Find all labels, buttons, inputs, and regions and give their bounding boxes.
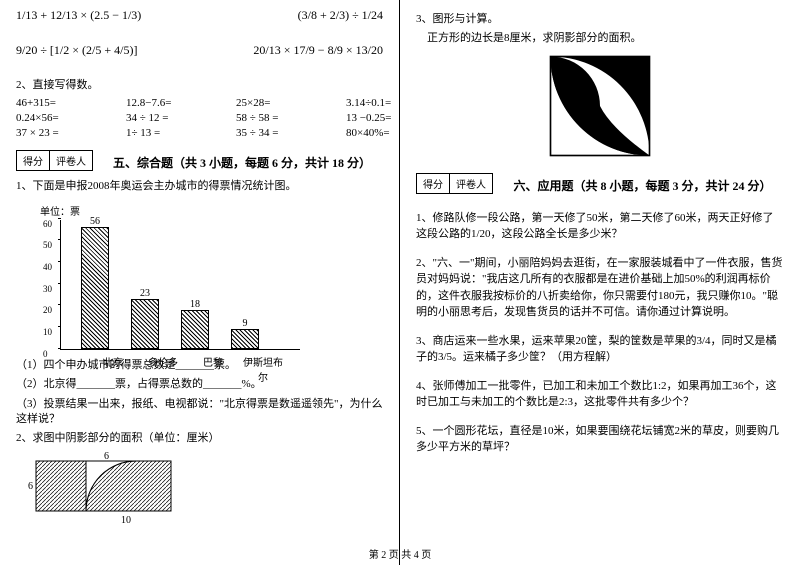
vote-chart: 单位：票 010203040506056北京23多伦多18巴黎9伊斯坦布尔 [36,199,296,354]
score-label-r: 得分 [417,174,450,193]
shape2-label-left: 6 [28,481,33,492]
mental-calc-grid: 46+315=12.8−7.6=25×28=3.14÷0.1=0.24×56=3… [16,97,383,139]
shape2-label-top: 6 [104,451,109,462]
formula-2: (3/8 + 2/3) ÷ 1/24 [298,8,383,23]
score-box: 得分 评卷人 [16,150,93,171]
mental-item: 25×28= [236,97,316,109]
reviewer-label: 评卷人 [50,151,92,170]
mental-item: 0.24×56= [16,112,96,124]
mental-item: 46+315= [16,97,96,109]
chart-xlabel: 多伦多 [143,354,183,369]
q1-sub3: （3）投票结果一出来，报纸、电视都说："北京得票是数遥遥领先"，为什么这样说？ [16,397,383,428]
formula-1: 1/13 + 12/13 × (2.5 − 1/3) [16,8,141,23]
mental-item: 58 ÷ 58 = [236,112,316,124]
chart-bar: 23 [131,299,159,349]
q2-text: 2、求图中阴影部分的面积（单位：厘米） [16,431,383,446]
shape-fig-3 [545,51,655,161]
page-footer: 第 2 页 共 4 页 [369,546,432,561]
chart-bar: 56 [81,227,109,348]
mental-item: 35 ÷ 34 = [236,127,316,139]
mental-item: 1÷ 13 = [126,127,206,139]
mental-item: 37 × 23 = [16,127,96,139]
mental-title: 2、直接写得数。 [16,78,383,93]
q1-text: 1、下面是申报2008年奥运会主办城市的得票情况统计图。 [16,179,383,194]
score-label: 得分 [17,151,50,170]
section-5-title: 五、综合题（共 3 小题，每题 6 分，共计 18 分） [101,154,383,171]
formula-3: 9/20 ÷ [1/2 × (2/5 + 4/5)] [16,43,137,58]
chart-xlabel: 北京 [93,354,133,369]
chart-bar: 18 [181,310,209,349]
mental-item: 12.8−7.6= [126,97,206,109]
q3-sub: 正方形的边长是8厘米，求阴影部分的面积。 [416,31,784,46]
app-q4: 4、张师傅加工一批零件，已加工和未加工个数比1:2，如果再加工36个，这时已加工… [416,378,784,411]
score-box-r: 得分 评卷人 [416,173,493,194]
section-6-title: 六、应用题（共 8 小题，每题 3 分，共计 24 分） [501,177,784,194]
formula-4: 20/13 × 17/9 − 8/9 × 13/20 [253,43,383,58]
chart-ylabel: 单位：票 [40,203,292,218]
app-q1: 1、修路队修一段公路，第一天修了50米，第二天修了60米，两天正好修了这段公路的… [416,210,784,243]
shape2-label-bottom: 10 [121,515,131,526]
app-q2: 2、"六、一"期间，小丽陪妈妈去逛街，在一家服装城看中了一件衣服，售货员对妈妈说… [416,255,784,321]
chart-bar: 9 [231,329,259,349]
reviewer-label-r: 评卷人 [450,174,492,193]
q3-text: 3、图形与计算。 [416,12,784,27]
q1-sub2: （2）北京得_______票，占得票总数的_______%。 [16,377,383,392]
mental-item: 34 ÷ 12 = [126,112,206,124]
app-q5: 5、一个圆形花坛，直径是10米，如果要围绕花坛铺宽2米的草皮，则要购几多少平方米… [416,423,784,456]
chart-xlabel: 伊斯坦布尔 [243,354,283,384]
chart-xlabel: 巴黎 [193,354,233,369]
shape-fig-2: 6 10 6 [26,451,186,531]
app-q3: 3、商店运来一些水果，运来苹果20筐，梨的筐数是苹果的3/4，同时又是橘子的3/… [416,333,784,366]
